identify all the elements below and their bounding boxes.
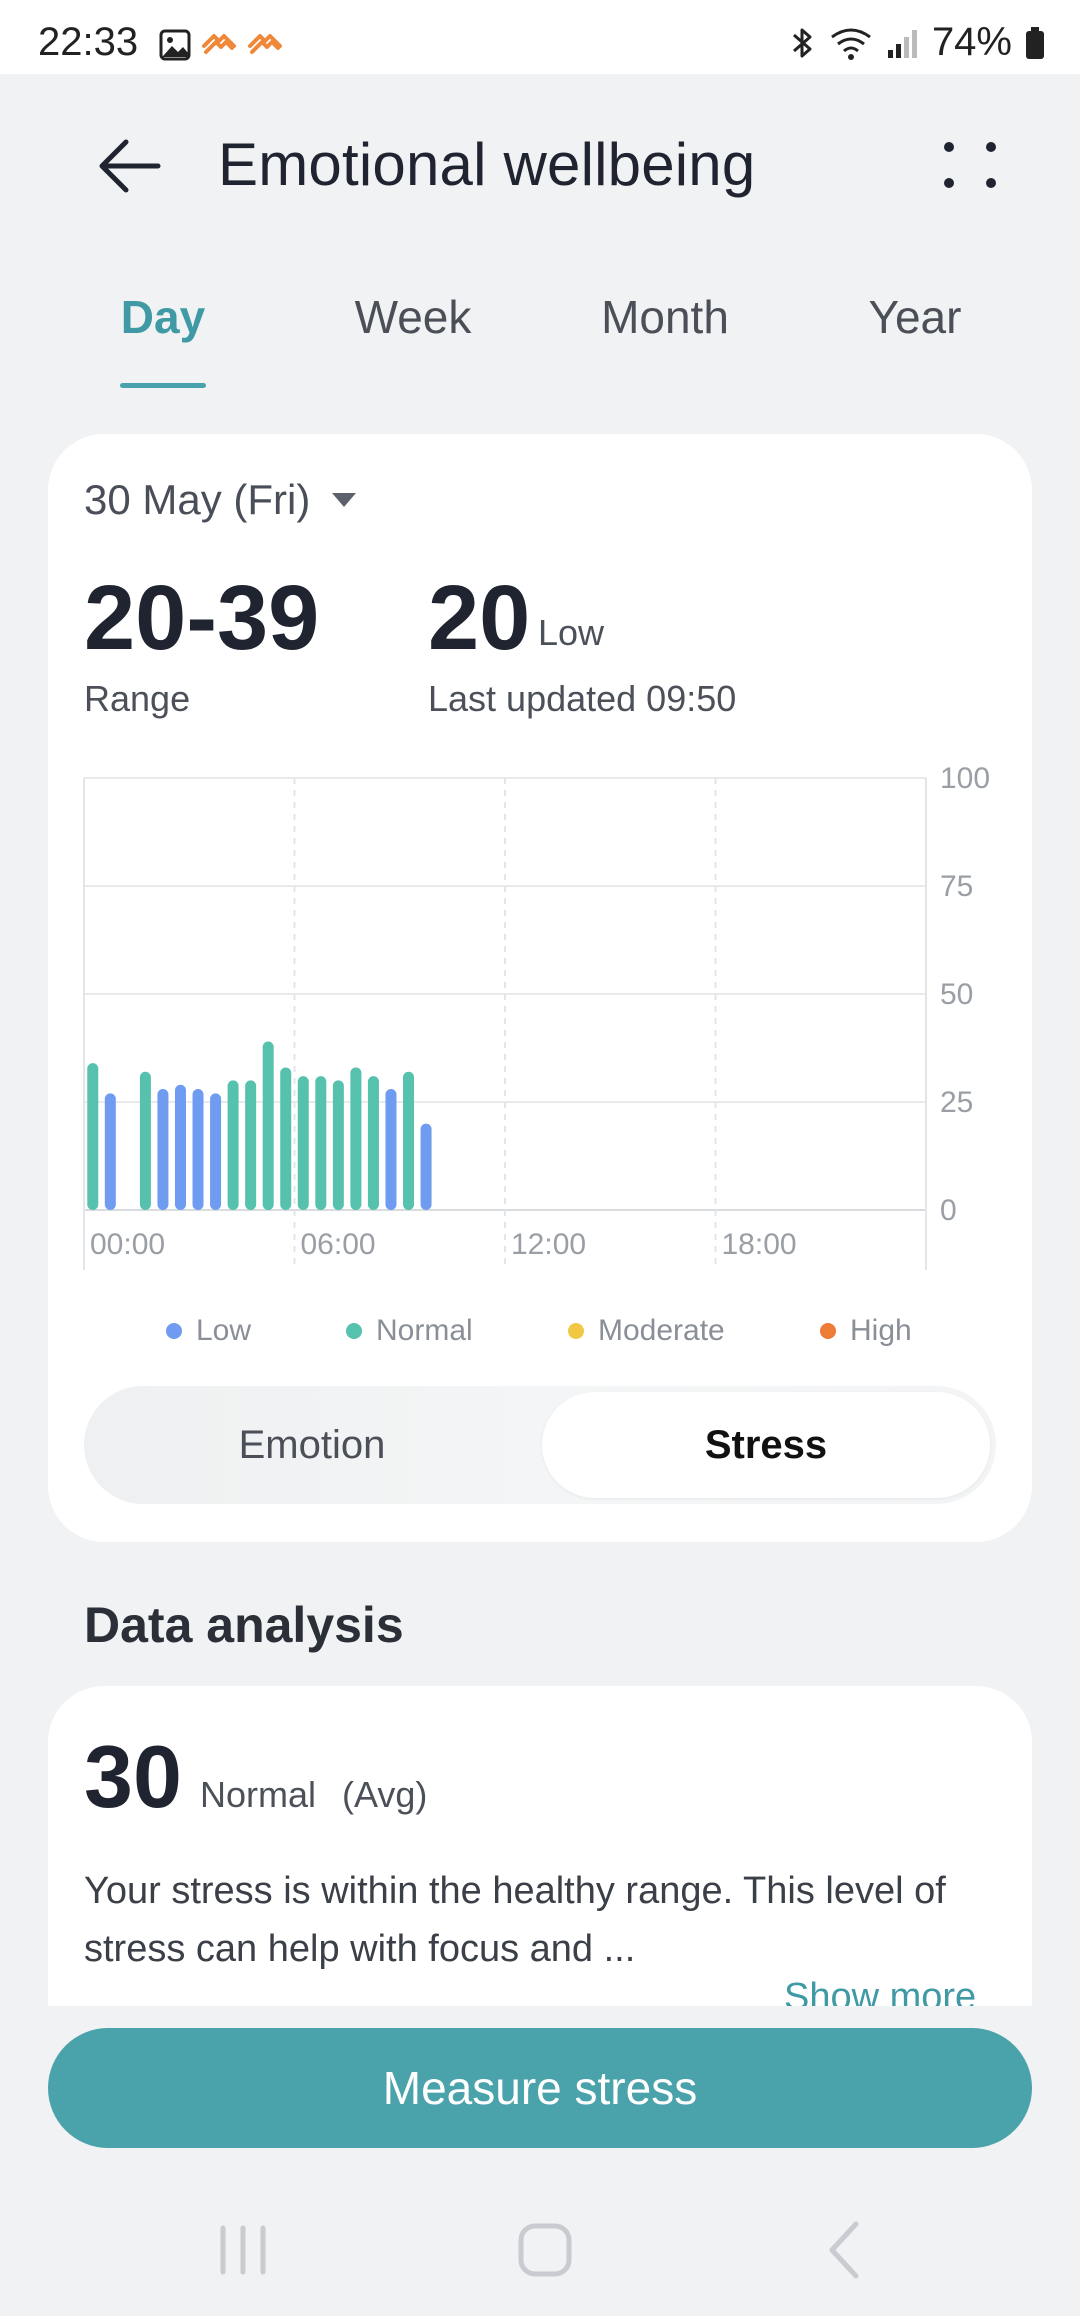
legend-dot [568, 1323, 584, 1339]
legend-dot [820, 1323, 836, 1339]
chart-bar [332, 1080, 344, 1210]
average-tag: (Avg) [342, 1774, 428, 1815]
x-tick-label: 12:00 [511, 1228, 586, 1261]
system-nav-bar [0, 2180, 1080, 2316]
legend-label: Low [196, 1314, 252, 1347]
more-dots-icon [944, 178, 954, 188]
latest-value: 20 [428, 567, 531, 669]
section-title: Data analysis [84, 1597, 404, 1653]
stress-summary-card: 30 May (Fri) 20-39 Range 20 Low Last upd… [48, 434, 1032, 1542]
chart-bar [297, 1076, 309, 1210]
more-dots-icon [986, 142, 996, 152]
y-tick-label: 100 [940, 762, 990, 795]
chart-bar [350, 1067, 362, 1210]
y-tick-label: 75 [940, 870, 973, 903]
y-tick-label: 0 [940, 1194, 957, 1227]
chart-bar [262, 1041, 274, 1210]
gallery-icon [159, 29, 191, 61]
stress-chart[interactable]: 0 25 50 75 100 00:00 06:00 12:00 18:00 [48, 434, 1032, 1314]
chart-bar [139, 1071, 151, 1210]
more-dots-icon [944, 142, 954, 152]
chart-bar [367, 1076, 379, 1210]
recents-button[interactable] [198, 2210, 288, 2290]
legend-item-moderate: Moderate [568, 1314, 725, 1348]
chart-bar [174, 1084, 186, 1210]
tab-day[interactable]: Day [120, 291, 206, 343]
show-more-link[interactable]: Show more [784, 1976, 977, 2006]
app-header: Emotional wellbeing [0, 74, 1080, 244]
chart-bar [403, 1071, 415, 1210]
analysis-text: Your stress is within the healthy range.… [84, 1870, 946, 1970]
legend-item-high: High [820, 1314, 912, 1348]
chart-legend: Low Normal Moderate High [48, 1314, 1032, 1364]
active-tab-indicator [120, 383, 206, 388]
more-dots-icon [986, 178, 996, 188]
legend-label: Moderate [598, 1314, 725, 1347]
toggle-emotion[interactable]: Emotion [238, 1423, 386, 1467]
legend-item-normal: Normal [346, 1314, 473, 1348]
analysis-card: 30 Normal (Avg) Your stress is within th… [48, 1686, 1032, 2006]
battery-percent: 74% [931, 20, 1012, 64]
average-level: Normal [200, 1774, 317, 1815]
signal-icon [887, 29, 917, 58]
status-bar: 22:33 [0, 0, 1080, 74]
battery-icon [1026, 26, 1044, 59]
home-button[interactable] [500, 2210, 590, 2290]
health-icon [248, 34, 282, 54]
tab-month[interactable]: Month [601, 291, 729, 343]
chart-bar [157, 1089, 169, 1210]
y-tick-label: 25 [940, 1086, 973, 1119]
bluetooth-icon [792, 28, 812, 57]
tab-year[interactable]: Year [868, 291, 962, 343]
notification-icons [158, 28, 284, 62]
back-button[interactable] [92, 126, 172, 206]
tab-week[interactable]: Week [354, 291, 472, 343]
chart-bar [227, 1080, 239, 1210]
chart-bar [420, 1123, 432, 1210]
back-icon [829, 2221, 859, 2279]
average-value: 30 [84, 1727, 182, 1826]
chart-bar [87, 1063, 99, 1210]
legend-item-low: Low [166, 1314, 251, 1348]
latest-level: Low [538, 612, 605, 653]
status-time: 22:33 [38, 20, 139, 64]
chart-bar [192, 1089, 204, 1210]
date-label: 30 May (Fri) [84, 476, 311, 523]
arrow-left-icon [99, 139, 161, 193]
emotion-stress-toggle: Emotion Stress [84, 1386, 996, 1504]
last-updated: Last updated 09:50 [428, 678, 737, 719]
more-options-button[interactable] [940, 134, 1002, 196]
period-tabs: Day Week Month Year [0, 290, 1080, 400]
legend-label: High [850, 1314, 912, 1347]
health-icon [202, 34, 236, 54]
nav-back-button[interactable] [800, 2210, 890, 2290]
legend-dot [346, 1323, 362, 1339]
x-tick-label: 18:00 [722, 1228, 797, 1261]
chart-bar [385, 1089, 397, 1210]
range-value: 20-39 [84, 567, 320, 669]
toggle-stress[interactable]: Stress [542, 1392, 990, 1498]
home-icon [518, 2223, 572, 2277]
recents-icon [220, 2225, 266, 2275]
legend-dot [166, 1323, 182, 1339]
range-label: Range [84, 678, 191, 719]
measure-stress-button[interactable]: Measure stress [48, 2028, 1032, 2148]
date-selector[interactable]: 30 May (Fri) [84, 476, 357, 524]
chart-bar [315, 1076, 327, 1210]
dropdown-arrow-icon [332, 493, 357, 507]
x-tick-label: 00:00 [90, 1228, 165, 1261]
x-tick-label: 06:00 [301, 1228, 376, 1261]
legend-label: Normal [376, 1314, 473, 1347]
page-title: Emotional wellbeing [218, 131, 756, 198]
chart-bar [280, 1067, 292, 1210]
system-icons: 74% [790, 20, 1046, 65]
chart-bar [210, 1093, 222, 1210]
y-tick-label: 50 [940, 978, 973, 1011]
chart-bar [104, 1093, 116, 1210]
wifi-icon [831, 28, 871, 60]
chart-bar [245, 1080, 257, 1210]
